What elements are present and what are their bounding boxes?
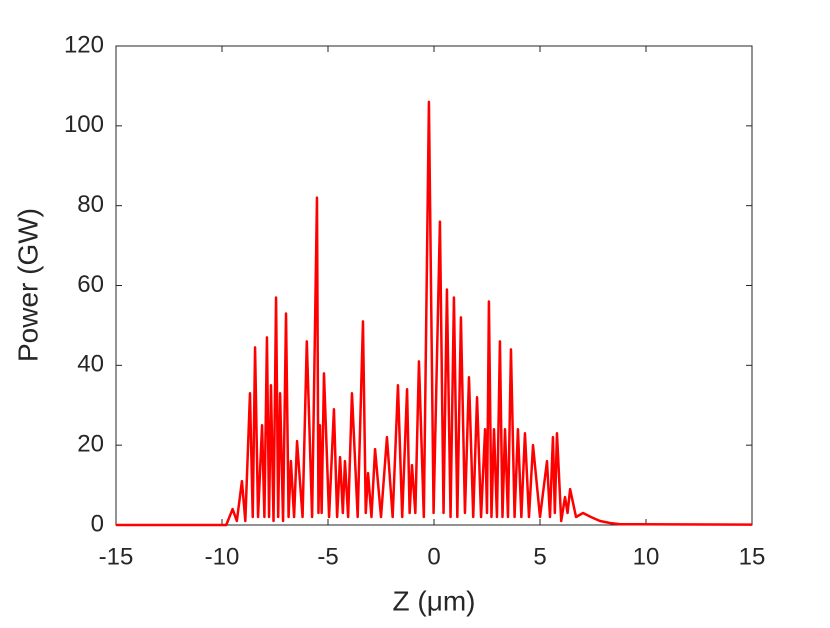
x-tick-label: -5 xyxy=(317,543,338,570)
x-axis-label: Z (μm) xyxy=(393,585,476,616)
y-tick-label: 80 xyxy=(77,191,104,218)
x-tick-label: -10 xyxy=(205,543,240,570)
y-axis-label: Power (GW) xyxy=(12,208,43,362)
x-tick-label: 5 xyxy=(533,543,546,570)
y-tick-label: 60 xyxy=(77,271,104,298)
y-tick-label: 100 xyxy=(64,111,104,138)
x-tick-label: 10 xyxy=(633,543,660,570)
y-tick-label: 40 xyxy=(77,351,104,378)
x-tick-label: 15 xyxy=(739,543,766,570)
x-tick-label: -15 xyxy=(99,543,134,570)
data-line xyxy=(116,100,753,527)
y-tick-label: 20 xyxy=(77,431,104,458)
y-tick-label: 0 xyxy=(91,510,104,537)
x-tick-label: 0 xyxy=(427,543,440,570)
y-tick-label: 120 xyxy=(64,31,104,58)
